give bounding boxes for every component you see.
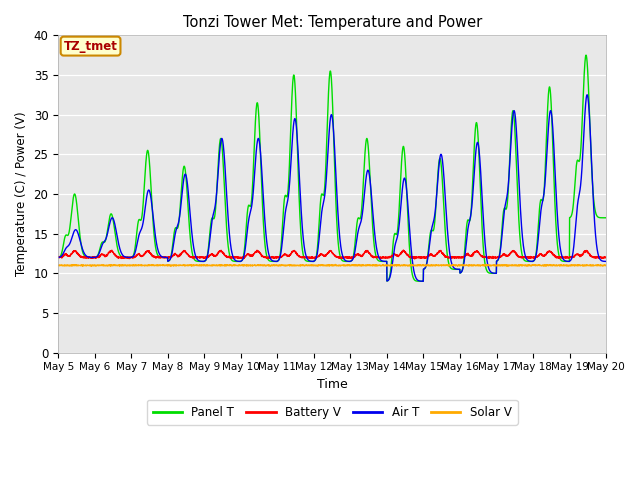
Line: Air T: Air T — [58, 95, 606, 281]
Line: Solar V: Solar V — [58, 264, 606, 266]
Battery V — [592, 254, 600, 260]
Line: Panel T: Panel T — [58, 55, 606, 281]
Panel T — [264, 257, 272, 263]
Battery V — [264, 255, 272, 261]
Air T — [602, 259, 610, 264]
Y-axis label: Temperature (C) / Power (V): Temperature (C) / Power (V) — [15, 112, 28, 276]
Battery V — [116, 254, 124, 260]
Air T — [54, 254, 62, 260]
Panel T — [419, 278, 427, 284]
Solar V — [149, 263, 157, 268]
Air T — [419, 278, 427, 284]
Air T — [592, 232, 600, 238]
Battery V — [149, 254, 157, 260]
Panel T — [532, 249, 540, 254]
Panel T — [288, 94, 296, 99]
Panel T — [149, 220, 157, 226]
Air T — [532, 251, 540, 257]
Legend: Panel T, Battery V, Air T, Solar V: Panel T, Battery V, Air T, Solar V — [147, 400, 518, 425]
Battery V — [602, 254, 610, 260]
Solar V — [592, 263, 600, 268]
Panel T — [592, 209, 600, 215]
Solar V — [532, 263, 540, 268]
Air T — [116, 248, 124, 254]
Solar V — [54, 263, 62, 268]
Air T — [583, 92, 591, 97]
Solar V — [602, 263, 610, 268]
Air T — [149, 214, 157, 219]
Text: TZ_tmet: TZ_tmet — [63, 40, 118, 53]
Panel T — [582, 52, 590, 58]
Title: Tonzi Tower Met: Temperature and Power: Tonzi Tower Met: Temperature and Power — [182, 15, 482, 30]
Air T — [288, 143, 296, 149]
Panel T — [602, 215, 610, 221]
Solar V — [264, 263, 272, 268]
Solar V — [332, 262, 339, 267]
Battery V — [288, 249, 296, 255]
X-axis label: Time: Time — [317, 378, 348, 391]
Solar V — [358, 263, 365, 269]
Battery V — [54, 254, 62, 260]
Solar V — [288, 263, 296, 268]
Battery V — [532, 254, 540, 260]
Solar V — [116, 262, 124, 268]
Line: Battery V: Battery V — [58, 250, 606, 259]
Battery V — [411, 256, 419, 262]
Panel T — [116, 253, 124, 259]
Panel T — [54, 254, 62, 260]
Battery V — [399, 247, 407, 253]
Air T — [264, 249, 272, 254]
